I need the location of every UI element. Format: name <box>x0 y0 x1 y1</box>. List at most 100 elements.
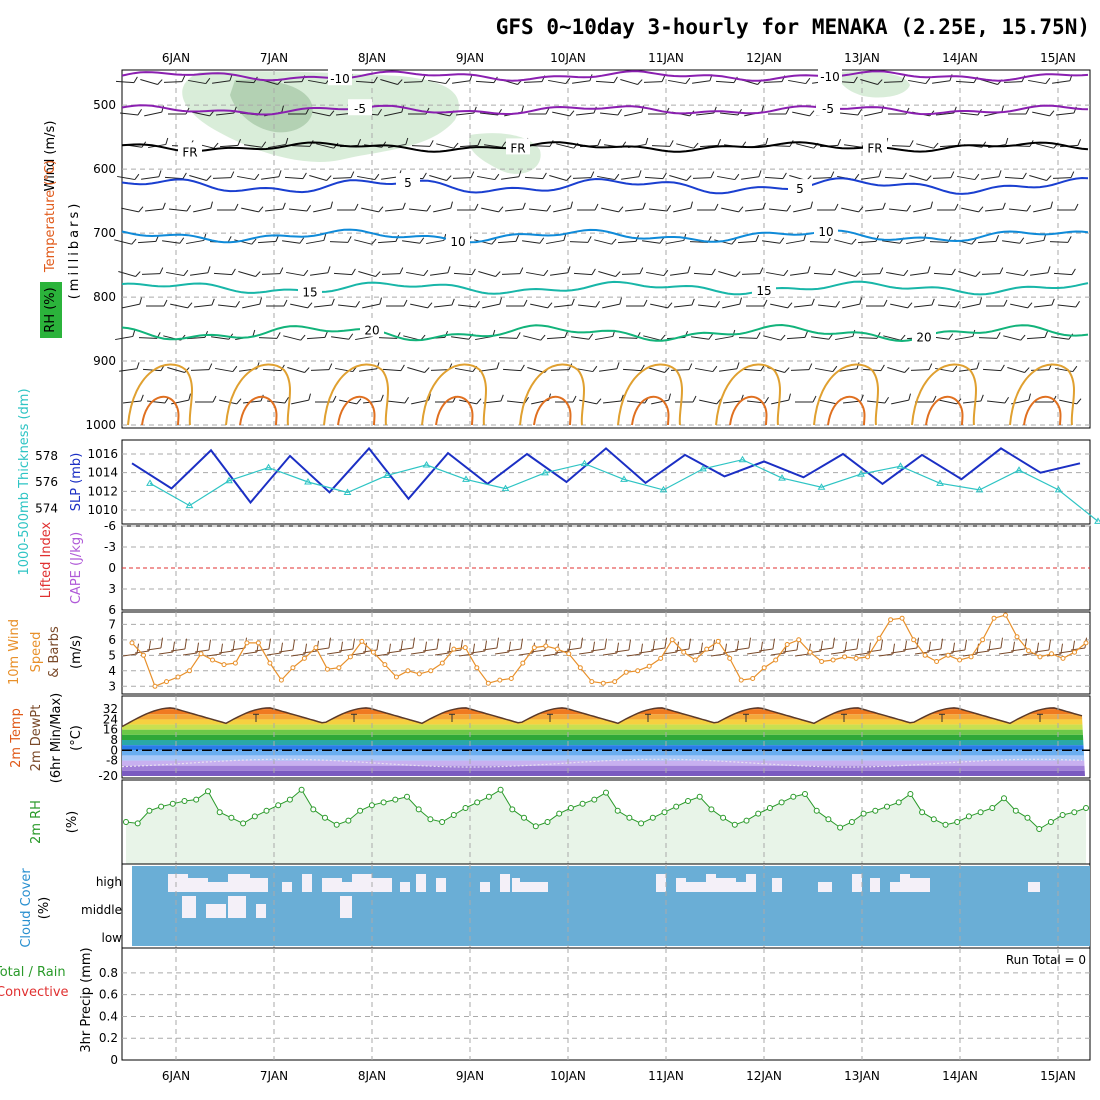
temp-band <box>122 760 1085 766</box>
rh2m-point <box>310 806 317 813</box>
upper-wind-barb <box>310 266 331 276</box>
tick-label: 1016 <box>87 447 118 461</box>
cloud-gap-middle <box>256 904 266 918</box>
upper-wind-barb <box>546 233 567 245</box>
wind10-point <box>416 671 422 677</box>
upper-wind-barb <box>429 175 452 181</box>
upper-wind-barb <box>864 105 884 117</box>
upper-wind-barb <box>719 362 740 372</box>
pressure-lines <box>131 446 1100 524</box>
rh2m-line <box>123 786 1089 832</box>
wind10-point <box>980 637 986 643</box>
bl-contour <box>323 363 390 426</box>
temp2m-unit: (°C) <box>69 725 84 751</box>
upper-wind-barb <box>932 171 955 179</box>
rh2m-point <box>1001 795 1007 802</box>
rh-shade-core <box>230 79 313 133</box>
rh2m-point <box>333 821 340 828</box>
contour-label-bg <box>818 67 842 84</box>
wind10-point <box>370 649 376 655</box>
rh2m-point <box>954 819 961 825</box>
cloud-gap-high <box>1028 882 1040 892</box>
upper-wind-barb <box>643 75 666 83</box>
upper-yaxis-title: (millibars) <box>67 201 82 300</box>
wind10-point <box>612 679 618 685</box>
bottom-day-label: 10JAN <box>550 1069 586 1083</box>
upper-wind-barb <box>195 395 217 403</box>
upper-wind-barb <box>386 397 409 404</box>
upper-wind-barb <box>1053 268 1076 276</box>
upper-wind-barb <box>215 365 238 373</box>
upper-wind-barb <box>189 175 212 181</box>
pressure-panel: 578 576 574 1016 1014 1012 1010 1000-500mb Thi… <box>17 388 1100 576</box>
upper-wind-barb <box>1032 110 1055 117</box>
contour-label-bg <box>912 327 936 344</box>
cloud-gap-high <box>168 874 188 892</box>
upper-wind-barb <box>170 302 193 309</box>
upper-grid <box>122 70 1090 428</box>
upper-wind-barb <box>484 141 507 148</box>
cloud-gap-high <box>676 878 686 892</box>
top-day-label: 9JAN <box>456 51 484 65</box>
rh2m-point <box>509 806 516 813</box>
bl-contour <box>519 363 586 426</box>
bottom-day-labels: 6JAN 7JAN 8JAN 9JAN 10JAN 11JAN 12JAN 13JAN 14JA… <box>162 1069 1076 1083</box>
upper-wind-barb <box>524 172 547 180</box>
upper-wind-barb <box>676 142 699 149</box>
upper-wind-barb <box>595 76 618 84</box>
upper-wind-barb <box>504 202 526 212</box>
upper-wind-barb <box>890 302 913 309</box>
upper-wind-barb <box>261 267 284 275</box>
temp-contour <box>121 104 1089 116</box>
thickness-point <box>304 478 312 485</box>
wind10-point <box>773 657 779 663</box>
rh2m-point <box>216 809 223 816</box>
precip-panel: 0.8 0.6 0.4 0.2 0 Run Total = 0 Total / Rain… <box>0 947 1091 1067</box>
upper-wind-barb <box>602 297 622 309</box>
upper-wind-barb <box>764 172 787 180</box>
temp-band <box>122 765 1085 771</box>
pressure-grid <box>122 440 1090 524</box>
upper-wind-barb <box>546 330 569 340</box>
cloud-label: Cloud Cover <box>19 868 34 948</box>
upper-wind-barb <box>692 171 715 179</box>
bl-contour <box>421 363 488 426</box>
contour-label-bg <box>752 281 776 298</box>
wind10-point <box>968 654 974 660</box>
rh2m-point <box>322 814 328 821</box>
upper-wind-barb <box>141 267 164 275</box>
cloud-gap-high <box>342 882 352 892</box>
wind10-point <box>543 643 549 649</box>
upper-wind-barb <box>768 205 791 212</box>
wind10-barb <box>614 639 632 653</box>
upper-wind-barb <box>119 362 140 372</box>
upper-wind-barb <box>673 298 695 308</box>
wind10-point <box>210 657 215 663</box>
contour-label-bg <box>446 232 470 249</box>
upper-wind-barb <box>526 269 549 277</box>
rh2m-point <box>439 819 446 825</box>
thickness-line <box>149 459 1099 522</box>
cloud-gap-high <box>746 874 756 892</box>
rh2m-point <box>603 789 609 796</box>
upper-wind-barb <box>643 334 666 341</box>
rh2m-panel: 2m RH (%) <box>29 779 1091 865</box>
top-day-label: 10JAN <box>550 51 586 65</box>
rh2m-point <box>743 817 750 824</box>
upper-wind-barb <box>888 205 911 212</box>
cape-label: CAPE (J/kg) <box>69 532 84 604</box>
wind10-barb <box>866 639 884 653</box>
upper-wind-barb <box>883 334 906 341</box>
rh2m-point <box>813 807 820 814</box>
upper-wind-barb <box>986 397 1009 404</box>
upper-wind-barb <box>237 173 260 181</box>
cloud-unit: (%) <box>37 897 52 920</box>
rh2m-point <box>942 821 949 828</box>
cloud-gap-high <box>282 882 292 892</box>
rh2m-point <box>193 796 200 803</box>
upper-wind-barb <box>1028 77 1051 85</box>
upper-wind-barb <box>407 367 430 373</box>
upper-wind-barb <box>497 234 520 244</box>
contour-label-bg <box>328 69 352 86</box>
bl-contour <box>239 395 278 426</box>
